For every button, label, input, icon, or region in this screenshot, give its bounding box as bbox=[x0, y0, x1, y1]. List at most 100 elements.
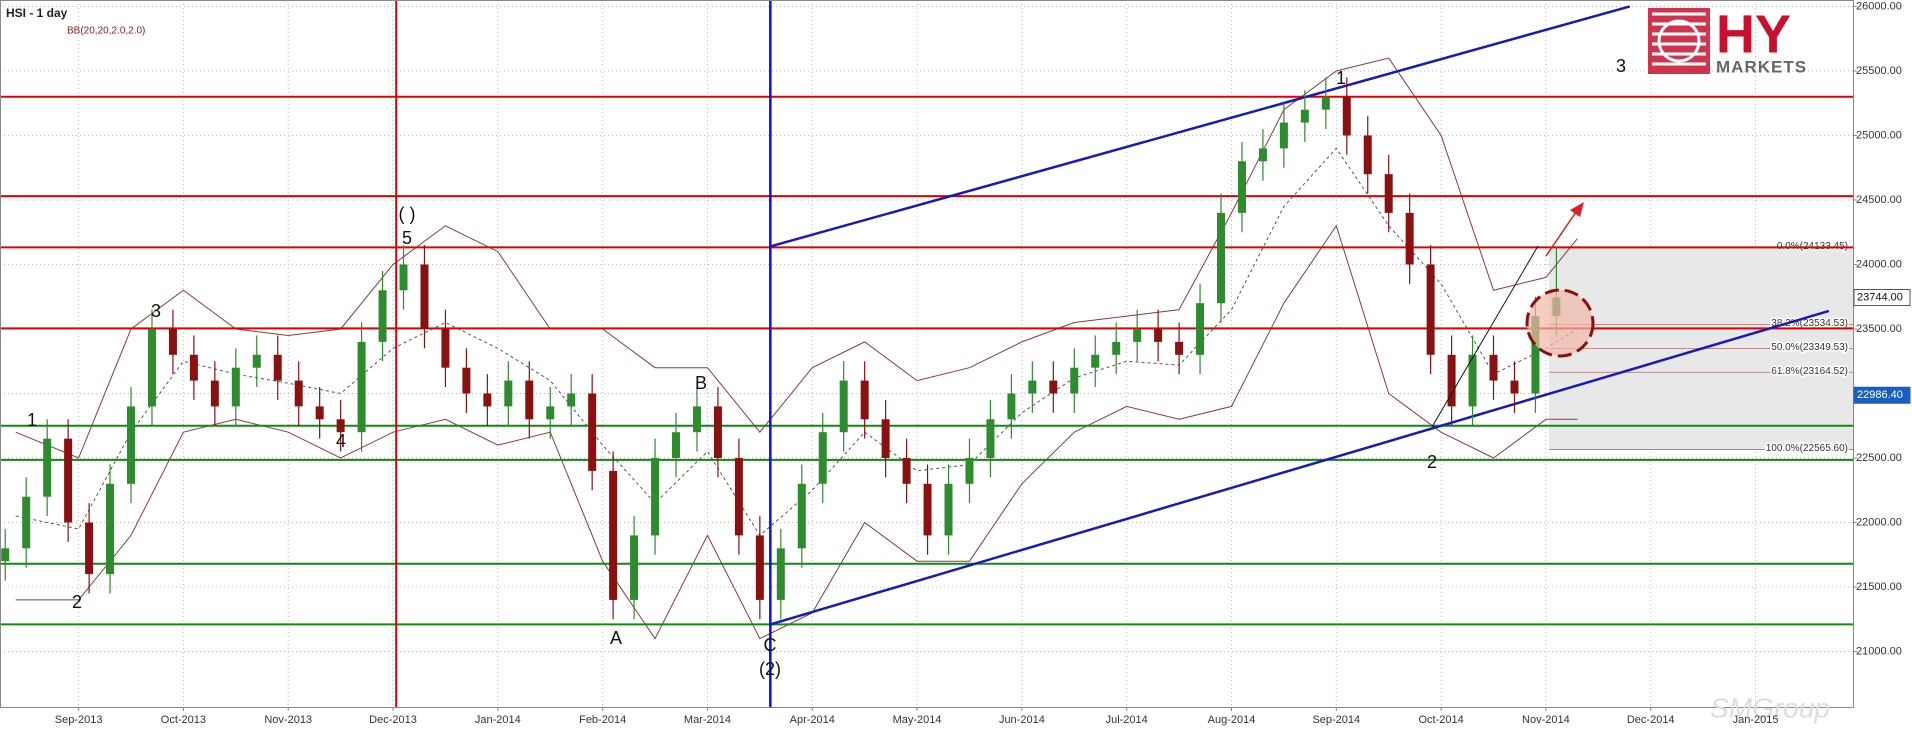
candle-body bbox=[1510, 380, 1519, 394]
candle-body bbox=[147, 328, 156, 407]
candle-body bbox=[713, 406, 722, 459]
candle-body bbox=[1447, 354, 1456, 407]
candle-body bbox=[1154, 328, 1163, 342]
candle-body bbox=[210, 380, 219, 407]
candle-body bbox=[399, 264, 408, 291]
wave-label: (2) bbox=[759, 659, 781, 679]
candle-body bbox=[22, 496, 31, 549]
candle-body bbox=[357, 341, 366, 433]
candle-body bbox=[64, 438, 73, 523]
candle-body bbox=[1028, 380, 1037, 394]
candle-body bbox=[189, 354, 198, 381]
candle-body bbox=[1112, 341, 1121, 355]
candle-body bbox=[43, 438, 52, 497]
wave-label: 4 bbox=[336, 431, 346, 451]
candle-body bbox=[168, 328, 177, 355]
x-tick-label: Aug-2014 bbox=[1208, 714, 1256, 726]
band-middle bbox=[15, 147, 1578, 537]
x-tick-label: May-2014 bbox=[893, 714, 942, 726]
y-tick-label: 23500.00 bbox=[1856, 323, 1902, 335]
x-tick-label: Oct-2014 bbox=[1418, 714, 1463, 726]
y-tick-label: 21500.00 bbox=[1856, 581, 1902, 593]
candle-body bbox=[986, 419, 995, 459]
price-tag: 23744.00 bbox=[1857, 291, 1903, 303]
fib-label: 100.0%(22565.60) bbox=[1766, 443, 1848, 454]
fib-label: 61.8%(23164.52) bbox=[1771, 366, 1848, 377]
candle-body bbox=[672, 432, 681, 459]
candle-body bbox=[1279, 122, 1288, 149]
arrow-head bbox=[1570, 202, 1584, 217]
x-tick-label: Dec-2014 bbox=[1627, 714, 1675, 726]
candle-body bbox=[1196, 303, 1205, 355]
candle-body bbox=[1363, 135, 1372, 175]
candle-body bbox=[1133, 328, 1142, 342]
watermark: SMGroup bbox=[1710, 692, 1830, 723]
x-tick-label: Sep-2014 bbox=[1312, 714, 1360, 726]
channel-line bbox=[770, 5, 1631, 248]
x-tick-label: Nov-2013 bbox=[264, 714, 312, 726]
indicator-label: BB(20,20,2.0,2.0) bbox=[67, 26, 145, 37]
fib-label: 50.0%(23349.53) bbox=[1771, 342, 1848, 353]
wave-label: 1 bbox=[27, 410, 37, 430]
candle-body bbox=[923, 483, 932, 536]
candle-body bbox=[1489, 354, 1498, 381]
logo-globe bbox=[1657, 19, 1701, 63]
logo-name: HY bbox=[1716, 4, 1791, 64]
candle-body bbox=[1384, 174, 1393, 213]
candle-body bbox=[231, 367, 240, 407]
wave-label: 2 bbox=[72, 592, 82, 612]
candle-body bbox=[1007, 393, 1016, 420]
candle-body bbox=[483, 393, 492, 407]
x-tick-label: Oct-2013 bbox=[161, 714, 206, 726]
candle-body bbox=[1405, 212, 1414, 265]
plot-frame bbox=[0, 0, 1854, 708]
wave-label: A bbox=[610, 628, 622, 648]
highlight-circle bbox=[1525, 288, 1595, 358]
candle-body bbox=[1175, 341, 1184, 355]
trend-line bbox=[1431, 245, 1539, 428]
candle-body bbox=[567, 393, 576, 407]
candle-body bbox=[630, 535, 639, 600]
candle-body bbox=[1, 548, 10, 562]
candle-body bbox=[85, 522, 94, 575]
candle-body bbox=[1321, 96, 1330, 110]
candle-body bbox=[336, 419, 345, 433]
x-tick-label: Mar-2014 bbox=[684, 714, 731, 726]
candle-body bbox=[1300, 109, 1309, 123]
wave-label: ( ) bbox=[399, 204, 416, 224]
candle-body bbox=[1531, 316, 1540, 394]
candle-body bbox=[881, 419, 890, 459]
y-tick-label: 25000.00 bbox=[1856, 129, 1902, 141]
candle-body bbox=[315, 406, 324, 420]
candle-body bbox=[902, 458, 911, 484]
candle-body bbox=[1342, 96, 1351, 136]
candle-body bbox=[818, 432, 827, 484]
price-tag: 22986.40 bbox=[1857, 389, 1903, 401]
price-tag-box bbox=[1853, 289, 1911, 307]
candle-body bbox=[1237, 161, 1246, 213]
wave-label: C bbox=[764, 635, 777, 655]
candle-body bbox=[692, 406, 701, 433]
candle-body bbox=[944, 483, 953, 536]
y-tick-label: 24000.00 bbox=[1856, 258, 1902, 270]
x-tick-label: Jan-2015 bbox=[1733, 714, 1779, 726]
candle-body bbox=[1049, 380, 1058, 394]
candle-body bbox=[839, 380, 848, 433]
y-tick-label: 26000.00 bbox=[1856, 0, 1902, 12]
candle-body bbox=[441, 328, 450, 368]
x-tick-label: Apr-2014 bbox=[790, 714, 835, 726]
candle-body bbox=[420, 264, 429, 329]
candle-body bbox=[546, 406, 555, 420]
wave-label: 5 bbox=[402, 228, 412, 248]
x-tick-label: Jan-2014 bbox=[475, 714, 521, 726]
candle-body bbox=[797, 483, 806, 549]
candle-body bbox=[1217, 212, 1226, 304]
candle-body bbox=[273, 354, 282, 381]
candle-body bbox=[609, 470, 618, 600]
candle-body bbox=[504, 380, 513, 407]
y-tick-label: 24500.00 bbox=[1856, 194, 1902, 206]
candle-body bbox=[1070, 367, 1079, 394]
candle-body bbox=[1091, 354, 1100, 368]
candle-body bbox=[127, 406, 136, 484]
